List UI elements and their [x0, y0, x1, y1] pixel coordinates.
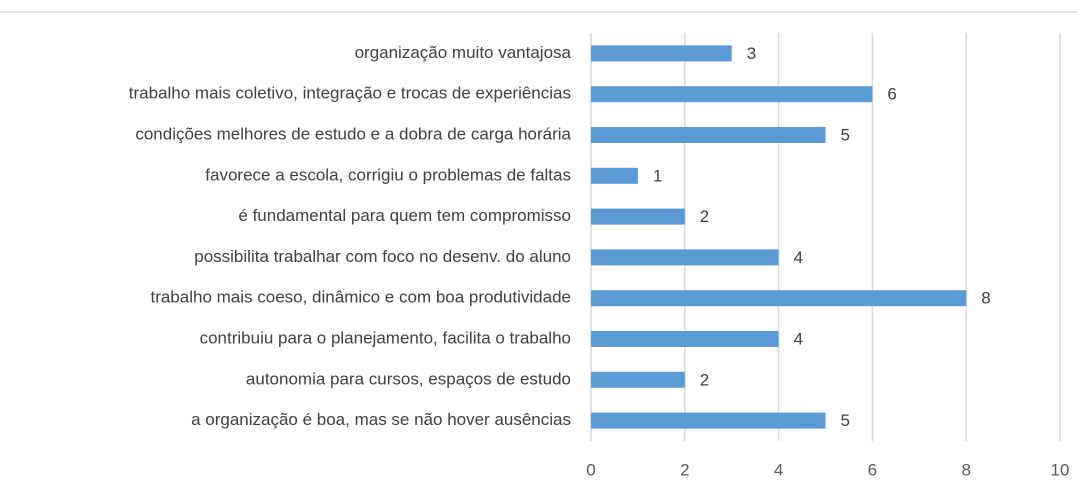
y-tick-label: é fundamental para quem tem compromisso: [238, 206, 571, 225]
data-label: 6: [887, 85, 896, 104]
data-label: 2: [700, 207, 709, 226]
data-label: 1: [653, 166, 662, 185]
x-tick-label: 10: [1051, 460, 1070, 479]
bar: [591, 167, 638, 184]
y-tick-label: trabalho mais coeso, dinâmico e com boa …: [150, 288, 571, 307]
bar: [591, 249, 779, 266]
data-label: 2: [700, 370, 709, 389]
data-label: 4: [794, 329, 803, 348]
y-tick-label: trabalho mais coletivo, integração e tro…: [129, 84, 571, 103]
x-tick-label: 0: [586, 460, 595, 479]
y-tick-label: autonomia para cursos, espaços de estudo: [246, 369, 571, 388]
data-label: 5: [841, 411, 850, 430]
data-label: 3: [747, 44, 756, 63]
y-tick-label: organização muito vantajosa: [355, 43, 572, 62]
x-tick-label: 2: [680, 460, 689, 479]
bar: [591, 412, 826, 429]
bar: [591, 86, 873, 103]
bar: [591, 371, 685, 388]
data-label: 8: [981, 289, 990, 308]
data-label: 4: [794, 248, 803, 267]
bar: [591, 127, 826, 143]
x-tick-label: 8: [961, 460, 970, 479]
x-tick-label: 6: [868, 460, 877, 479]
y-tick-label: a organização é boa, mas se não hover au…: [191, 410, 571, 429]
y-tick-label: possibilita trabalhar com foco no desenv…: [194, 247, 571, 266]
bar: [591, 331, 779, 347]
bar: [591, 290, 967, 307]
bar: [591, 208, 685, 225]
bar: [591, 45, 732, 62]
y-tick-label: contribuiu para o planejamento, facilita…: [200, 328, 571, 347]
y-tick-label: condições melhores de estudo e a dobra d…: [135, 124, 571, 143]
data-label: 5: [841, 125, 850, 144]
y-tick-label: favorece a escola, corrigiu o problemas …: [205, 165, 571, 184]
x-tick-label: 4: [774, 460, 783, 479]
